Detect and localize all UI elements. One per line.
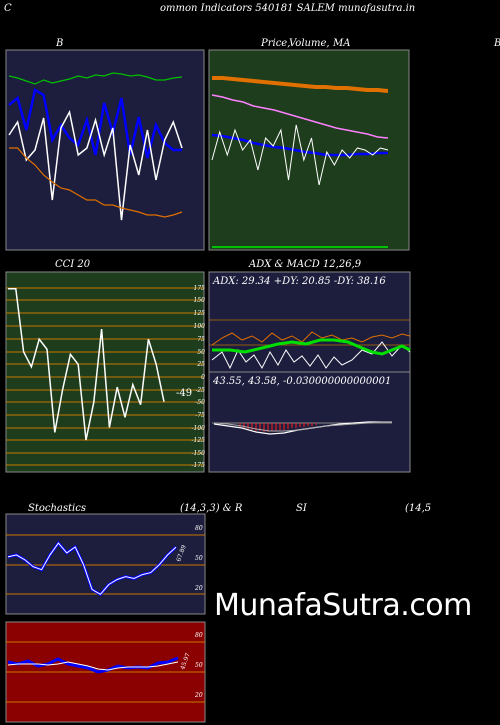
cci-title: CCI 20 — [55, 259, 91, 270]
cci-line — [8, 288, 165, 441]
cci-tick: 75 — [197, 336, 205, 343]
price-ma-short-line — [211, 133, 388, 157]
cci-tick: -75 — [195, 412, 205, 419]
bollinger-upper-line — [8, 72, 183, 85]
stoch-title-left: Stochastics — [28, 503, 86, 514]
cci-tick: -175 — [192, 462, 206, 469]
rsi-tick: 20 — [194, 692, 203, 699]
price-ma-long-line — [212, 76, 389, 93]
stoch-title-mid: (14,3,3) & R — [180, 503, 243, 514]
bollinger-panel — [5, 49, 205, 251]
stoch-tick: 20 — [194, 585, 203, 592]
adx-readout: ADX: 29.34 +DY: 20.85 -DY: 38.16 — [212, 276, 386, 287]
cci-tick: -50 — [195, 399, 205, 406]
adx-panel — [208, 271, 411, 373]
price-title-c: MA — [333, 38, 351, 49]
stoch-title-right: (14,5 — [405, 503, 432, 514]
cci-tick: -25 — [195, 387, 205, 394]
adx-grid — [209, 319, 410, 346]
price-right-letter: B — [494, 38, 500, 49]
watermark: MunafaSutra.com — [214, 588, 472, 623]
cci-value: -49 — [176, 388, 192, 399]
rsi-tick: 50 — [195, 662, 203, 669]
bollinger-lower-line — [9, 147, 183, 218]
page-title: ommon Indicators 540181 SALEM munafasutr… — [160, 3, 416, 14]
bollinger-middle-line — [8, 88, 182, 159]
cci-tick: -150 — [192, 450, 206, 457]
bollinger-title: B — [56, 38, 64, 49]
stoch-tick: 50 — [195, 555, 203, 562]
rsi-tick: 80 — [195, 632, 203, 639]
bollinger-price-line — [8, 109, 183, 221]
adx-line — [212, 338, 411, 356]
cci-tick: -125 — [192, 437, 206, 444]
price-ma-mid-line — [211, 94, 389, 139]
cci-tick: 125 — [194, 310, 206, 317]
cci-tick: 0 — [201, 374, 205, 381]
stoch-d-line — [7, 542, 177, 595]
header-left-letter: C — [4, 3, 12, 14]
stoch-tick: 80 — [195, 525, 203, 532]
stoch-grid — [6, 534, 205, 595]
adx-minus-dy-line — [211, 331, 411, 346]
cci-tick: 175 — [194, 285, 206, 292]
cci-tick: 100 — [194, 323, 206, 330]
macd-readout: 43.55, 43.58, -0.030000000000001 — [212, 376, 391, 387]
price-line — [211, 124, 389, 186]
macd-signal-line — [213, 421, 392, 432]
adx-title: ADX & MACD 12,26,9 — [249, 259, 362, 270]
cci-tick: 25 — [196, 361, 205, 368]
cci-tick: -100 — [192, 425, 206, 432]
cci-tick: 50 — [197, 349, 205, 356]
price-title-a: Price, — [261, 38, 291, 49]
rsi-signal-line — [7, 661, 179, 671]
cci-tick: 150 — [194, 297, 206, 304]
stoch-title-si: SI — [296, 503, 307, 514]
price-title-b: Volume, — [289, 38, 330, 49]
cci-grid — [6, 287, 204, 466]
stoch-panel — [5, 513, 206, 615]
